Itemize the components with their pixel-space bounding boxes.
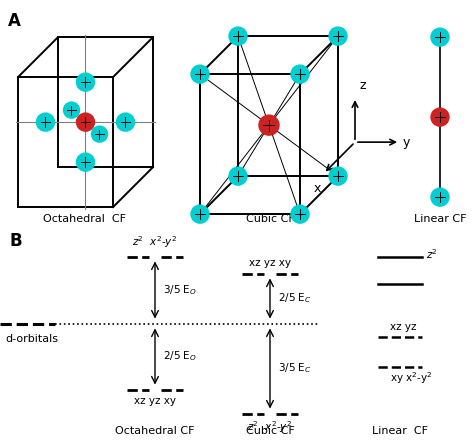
Text: Octahedral CF: Octahedral CF [115, 427, 195, 437]
Text: xy x$^2$-y$^2$: xy x$^2$-y$^2$ [390, 370, 433, 386]
Circle shape [229, 27, 247, 45]
Text: A: A [8, 12, 21, 30]
Text: 3/5 E$_C$: 3/5 E$_C$ [278, 362, 312, 375]
Text: $z^2\ \ x^2$-$y^2$: $z^2\ \ x^2$-$y^2$ [132, 235, 178, 251]
Circle shape [431, 28, 449, 46]
Text: d-orbitals: d-orbitals [5, 335, 58, 344]
Circle shape [431, 188, 449, 206]
Circle shape [229, 167, 247, 185]
Text: z: z [360, 79, 366, 92]
Circle shape [259, 115, 279, 135]
Circle shape [76, 73, 94, 91]
Circle shape [36, 113, 55, 131]
Circle shape [76, 153, 94, 171]
Circle shape [329, 167, 347, 185]
Text: B: B [10, 232, 23, 249]
Text: xz yz xy: xz yz xy [249, 258, 291, 267]
Text: 2/5 E$_C$: 2/5 E$_C$ [278, 292, 312, 305]
Text: Linear  CF: Linear CF [372, 427, 428, 437]
Text: Octahedral  CF: Octahedral CF [44, 214, 127, 224]
Text: 3/5 E$_O$: 3/5 E$_O$ [163, 283, 197, 297]
Circle shape [291, 65, 309, 83]
Circle shape [191, 205, 209, 223]
Text: x: x [313, 182, 321, 194]
Circle shape [64, 102, 80, 118]
Text: $z^2$: $z^2$ [426, 248, 438, 261]
Circle shape [91, 126, 108, 142]
Text: Cubic CF: Cubic CF [246, 427, 294, 437]
Circle shape [191, 65, 209, 83]
Text: Cubic CF: Cubic CF [246, 214, 294, 224]
Circle shape [76, 113, 94, 131]
Text: 2/5 E$_O$: 2/5 E$_O$ [163, 350, 197, 363]
Text: xz yz: xz yz [390, 321, 417, 332]
Text: y: y [403, 136, 410, 149]
Text: xz yz xy: xz yz xy [134, 396, 176, 405]
Circle shape [117, 113, 135, 131]
Circle shape [291, 205, 309, 223]
Circle shape [431, 108, 449, 126]
Text: Linear CF: Linear CF [414, 214, 466, 224]
Text: $z^2\ \ x^2$-$y^2$: $z^2\ \ x^2$-$y^2$ [247, 419, 293, 435]
Circle shape [329, 27, 347, 45]
